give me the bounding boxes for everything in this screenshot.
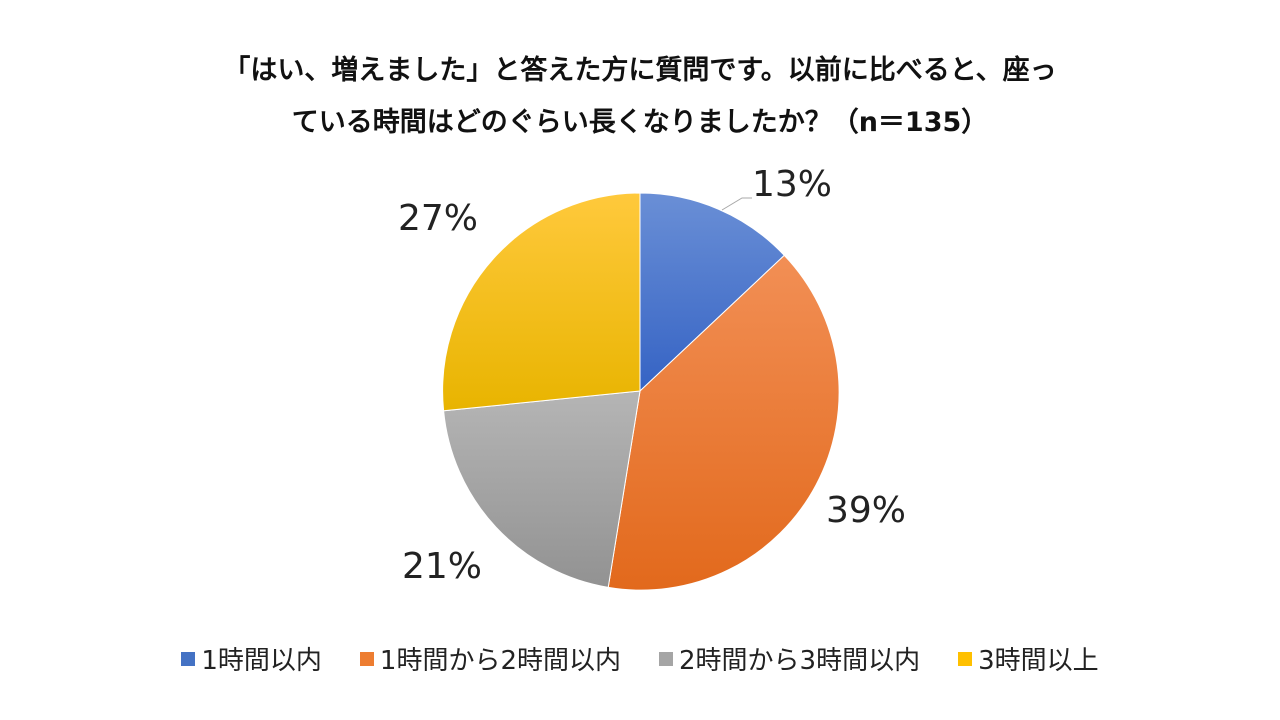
- legend-item-3h-plus[interactable]: 3時間以上: [958, 640, 1099, 677]
- slice-1h-to-2h[interactable]: [607, 254, 840, 591]
- legend-swatch-yellow: [958, 651, 973, 666]
- data-label-1h-to-2h: 39%: [826, 490, 907, 531]
- data-label-2h-to-3h: 21%: [402, 546, 483, 587]
- chart-title-line-1: 「はい、増えました」と答えた方に質問です。以前に比べると、座っ: [223, 55, 1057, 86]
- legend-swatch-orange: [359, 651, 374, 666]
- legend-item-2h-to-3h[interactable]: 2時間から3時間以内: [659, 640, 920, 677]
- legend-swatch-gray: [659, 651, 673, 666]
- slice-1h-within[interactable]: [639, 192, 786, 393]
- data-label-3h-plus: 27%: [398, 198, 479, 239]
- legend-label: 3時間以上: [978, 646, 1099, 676]
- chart-title-line-2: ている時間はどのぐらい長くなりましたか？（n＝135）: [291, 107, 989, 138]
- leader-line: [721, 197, 752, 211]
- legend-item-1h-within[interactable]: 1時間以内: [181, 640, 322, 677]
- legend-label: 1時間以内: [201, 646, 322, 676]
- legend-label: 1時間から2時間以内: [379, 646, 621, 676]
- legend-label: 2時間から3時間以内: [679, 646, 921, 676]
- slice-3h-plus[interactable]: [442, 192, 641, 412]
- legend-item-1h-to-2h[interactable]: 1時間から2時間以内: [359, 640, 621, 677]
- data-label-1h-within: 13%: [752, 164, 833, 205]
- legend-swatch-blue: [181, 651, 196, 666]
- slice-2h-to-3h[interactable]: [443, 390, 641, 588]
- legend: 1時間以内 1時間から2時間以内 2時間から3時間以内 3時間以上: [0, 640, 1280, 677]
